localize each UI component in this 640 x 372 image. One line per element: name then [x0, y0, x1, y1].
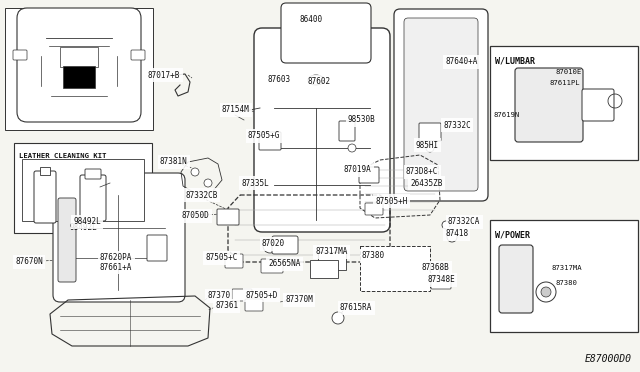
- FancyBboxPatch shape: [85, 169, 101, 179]
- Text: 87505+D: 87505+D: [245, 291, 277, 299]
- FancyBboxPatch shape: [515, 68, 583, 142]
- FancyBboxPatch shape: [490, 46, 638, 160]
- Circle shape: [430, 265, 440, 275]
- Text: 98492L: 98492L: [69, 222, 97, 231]
- Circle shape: [191, 168, 199, 176]
- FancyBboxPatch shape: [147, 235, 167, 261]
- Text: 98492L: 98492L: [73, 218, 100, 227]
- Text: 87661+A: 87661+A: [100, 263, 132, 272]
- Text: 87368B: 87368B: [422, 263, 450, 273]
- Text: 87603: 87603: [268, 74, 291, 83]
- FancyBboxPatch shape: [359, 167, 379, 183]
- FancyBboxPatch shape: [490, 220, 638, 332]
- Circle shape: [204, 179, 212, 187]
- FancyBboxPatch shape: [217, 209, 239, 225]
- FancyBboxPatch shape: [310, 260, 338, 278]
- Circle shape: [536, 282, 556, 302]
- Text: 87050D: 87050D: [182, 212, 210, 221]
- Text: 87020: 87020: [262, 240, 285, 248]
- Text: 87418: 87418: [445, 230, 468, 238]
- Text: 87317MA: 87317MA: [315, 247, 348, 257]
- Text: LEATHER CLEANING KIT: LEATHER CLEANING KIT: [19, 153, 106, 159]
- FancyBboxPatch shape: [131, 50, 145, 60]
- FancyBboxPatch shape: [17, 8, 141, 122]
- Text: W/LUMBAR: W/LUMBAR: [495, 56, 535, 65]
- FancyBboxPatch shape: [365, 203, 383, 215]
- Text: 87619N: 87619N: [494, 112, 520, 118]
- Text: 87670N: 87670N: [15, 257, 43, 266]
- Text: 87017+B: 87017+B: [148, 71, 180, 80]
- Text: 26435ZB: 26435ZB: [410, 179, 442, 187]
- Text: 87615RA: 87615RA: [340, 304, 372, 312]
- Circle shape: [541, 287, 551, 297]
- FancyBboxPatch shape: [53, 173, 185, 302]
- Text: 87640+A: 87640+A: [445, 58, 477, 67]
- FancyBboxPatch shape: [13, 50, 27, 60]
- FancyBboxPatch shape: [431, 277, 451, 289]
- FancyBboxPatch shape: [404, 18, 478, 191]
- Text: 26565NA: 26565NA: [268, 260, 300, 269]
- Text: 985HI: 985HI: [416, 141, 439, 150]
- Text: 87505+C: 87505+C: [205, 253, 237, 263]
- Text: 87370M: 87370M: [285, 295, 313, 305]
- FancyBboxPatch shape: [360, 246, 430, 291]
- FancyBboxPatch shape: [261, 259, 283, 273]
- Text: 87380: 87380: [362, 251, 385, 260]
- Text: 87332CA: 87332CA: [448, 218, 481, 227]
- FancyBboxPatch shape: [499, 245, 533, 313]
- Text: 87317MA: 87317MA: [551, 265, 582, 271]
- Text: 87335L: 87335L: [241, 179, 269, 187]
- FancyBboxPatch shape: [254, 28, 390, 232]
- FancyBboxPatch shape: [281, 3, 371, 63]
- Text: 87380: 87380: [555, 280, 577, 286]
- FancyBboxPatch shape: [60, 47, 98, 67]
- Text: 87505+G: 87505+G: [248, 131, 280, 141]
- FancyBboxPatch shape: [272, 236, 298, 254]
- Text: 87154M: 87154M: [222, 106, 250, 115]
- FancyBboxPatch shape: [232, 289, 252, 301]
- Circle shape: [442, 221, 450, 229]
- FancyBboxPatch shape: [40, 167, 50, 175]
- Text: 87019A: 87019A: [344, 166, 372, 174]
- Text: 86400: 86400: [299, 16, 322, 25]
- FancyBboxPatch shape: [22, 159, 144, 221]
- Text: 87361: 87361: [215, 301, 238, 311]
- Text: 87602: 87602: [307, 77, 330, 87]
- Text: E87000D0: E87000D0: [585, 354, 632, 364]
- FancyBboxPatch shape: [318, 252, 346, 270]
- Text: 87381N: 87381N: [160, 157, 188, 167]
- FancyBboxPatch shape: [58, 198, 76, 282]
- Circle shape: [426, 144, 434, 152]
- Text: 87332C: 87332C: [443, 121, 471, 129]
- FancyBboxPatch shape: [394, 9, 488, 201]
- Circle shape: [263, 239, 277, 253]
- Text: 87348E: 87348E: [427, 276, 455, 285]
- Text: 87010E: 87010E: [555, 69, 581, 75]
- Ellipse shape: [308, 75, 324, 85]
- Text: 87611PL: 87611PL: [549, 80, 580, 86]
- FancyBboxPatch shape: [419, 123, 441, 141]
- Text: 87505+H: 87505+H: [375, 196, 408, 205]
- Text: 87332CB: 87332CB: [185, 190, 218, 199]
- FancyBboxPatch shape: [5, 8, 153, 130]
- FancyBboxPatch shape: [245, 299, 263, 311]
- FancyBboxPatch shape: [63, 66, 95, 88]
- FancyBboxPatch shape: [34, 171, 56, 223]
- Text: 873D8+C: 873D8+C: [406, 167, 438, 176]
- Circle shape: [348, 144, 356, 152]
- FancyBboxPatch shape: [339, 121, 355, 141]
- Circle shape: [447, 232, 457, 242]
- FancyBboxPatch shape: [14, 143, 152, 233]
- Circle shape: [332, 312, 344, 324]
- Text: 87370: 87370: [207, 292, 230, 301]
- Text: W/POWER: W/POWER: [495, 230, 530, 239]
- Text: 87620PA: 87620PA: [100, 253, 132, 263]
- Text: 98530B: 98530B: [348, 115, 376, 125]
- FancyBboxPatch shape: [582, 89, 614, 121]
- FancyBboxPatch shape: [80, 175, 106, 221]
- FancyBboxPatch shape: [259, 132, 281, 150]
- FancyBboxPatch shape: [225, 254, 243, 268]
